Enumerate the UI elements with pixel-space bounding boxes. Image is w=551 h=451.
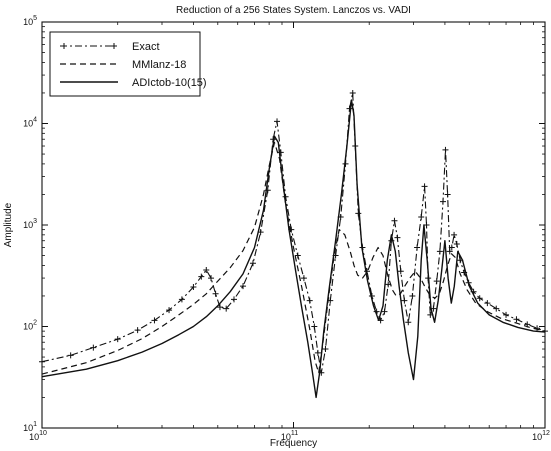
y-tick-label: 105: [23, 15, 37, 27]
y-axis-label: Amplitude: [3, 202, 14, 247]
exact-point-marker: [166, 307, 173, 314]
exact-point-marker: [453, 240, 460, 247]
exact-point-marker: [203, 267, 210, 274]
legend-label-2: MMlanz-18: [132, 59, 186, 71]
exact-point-marker: [394, 234, 401, 241]
exact-point-marker: [306, 297, 313, 304]
legend-label-3: ADIctob-10(15): [132, 77, 207, 89]
exact-point-marker: [198, 273, 205, 280]
exact-point-marker: [300, 275, 307, 282]
exact-point-marker: [405, 319, 412, 326]
series-line-1: [41, 92, 546, 374]
exact-point-marker: [349, 89, 356, 96]
exact-point-marker: [364, 268, 371, 275]
exact-point-marker: [249, 260, 256, 267]
exact-point-marker: [397, 268, 404, 275]
y-tick-label: 104: [23, 117, 37, 129]
exact-point-marker: [444, 191, 451, 198]
exact-point-marker: [114, 336, 121, 343]
exact-point-marker: [322, 346, 329, 353]
legend-marker: [111, 43, 117, 49]
exact-point-marker: [433, 278, 440, 285]
x-tick-label: 1012: [532, 430, 550, 442]
exact-point-marker: [151, 317, 158, 324]
exact-point-marker: [67, 352, 74, 359]
x-tick-label: 1010: [29, 430, 47, 442]
exact-point-marker: [216, 304, 223, 311]
exact-point-marker: [446, 248, 453, 255]
exact-point-marker: [418, 213, 425, 220]
exact-point-marker: [503, 311, 510, 318]
exact-point-marker: [493, 305, 500, 312]
exact-point-marker: [421, 183, 428, 190]
series-line-3: [41, 99, 546, 399]
exact-point-marker: [240, 283, 247, 290]
ticks: 1010 1011 1012 101 102 103 104 105: [23, 15, 550, 442]
exact-point-marker: [513, 316, 520, 323]
exact-point-marker: [311, 323, 318, 330]
x-tick-label: 1011: [281, 430, 298, 442]
y-tick-label: 102: [23, 320, 37, 332]
legend-items: Exact MMlanz-18 ADIctob-10(15): [60, 41, 207, 89]
exact-point-marker: [439, 198, 446, 205]
exact-point-marker: [401, 297, 408, 304]
exact-point-marker: [414, 244, 421, 251]
exact-point-marker: [208, 275, 215, 282]
exact-point-marker: [484, 300, 491, 307]
exact-point-marker: [448, 244, 455, 251]
series-line-2: [41, 141, 546, 375]
legend-label-1: Exact: [132, 41, 160, 53]
exact-point-marker: [409, 292, 416, 299]
chart-title: Reduction of a 256 States System. Lanczo…: [176, 5, 411, 16]
exact-point-marker: [451, 231, 458, 238]
exact-point-marker: [391, 217, 398, 224]
x-axis-label: Frequency: [270, 438, 317, 449]
legend-marker: [61, 43, 67, 49]
exact-point-marker: [355, 210, 362, 217]
y-tick-label: 101: [23, 421, 37, 433]
exact-point-marker: [346, 105, 353, 112]
exact-point-marker: [90, 344, 97, 351]
exact-point-marker: [542, 328, 548, 335]
legend: Exact MMlanz-18 ADIctob-10(15): [49, 31, 207, 97]
exact-point-marker: [212, 290, 219, 297]
exact-point-marker: [436, 248, 443, 255]
exact-point-marker: [223, 305, 230, 312]
exact-point-marker: [314, 349, 321, 356]
y-tick-label: 103: [23, 218, 37, 230]
exact-point-marker: [231, 296, 238, 303]
exact-point-marker: [39, 358, 45, 365]
exact-point-marker: [178, 296, 185, 303]
exact-point-marker: [134, 327, 141, 334]
series-group: [39, 89, 548, 399]
exact-point-marker: [381, 308, 388, 315]
exact-point-marker: [190, 284, 197, 290]
exact-point-marker: [274, 118, 281, 125]
exact-point-marker: [476, 295, 483, 302]
exact-point-marker: [442, 146, 449, 153]
